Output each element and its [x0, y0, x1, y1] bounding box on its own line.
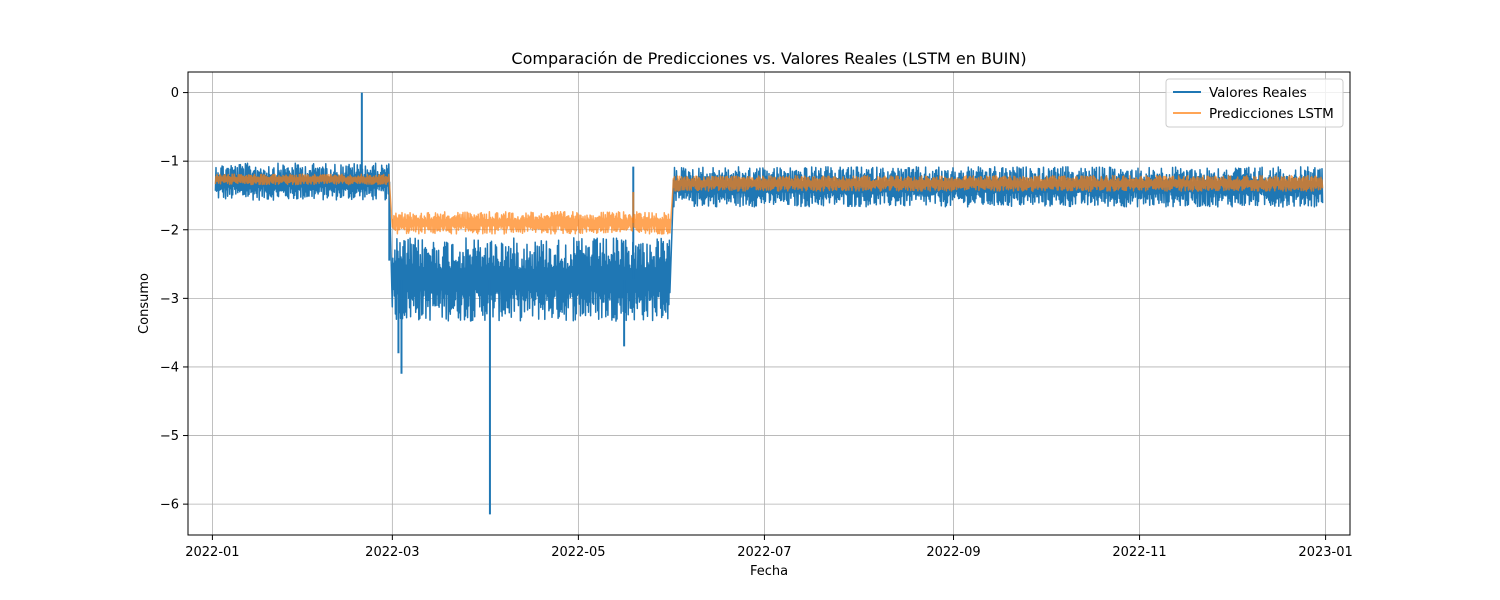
y-tick-label: 0 [171, 86, 179, 101]
legend-label-1: Predicciones LSTM [1209, 106, 1334, 122]
x-tick-label: 2022-03 [365, 545, 419, 560]
y-tick-label: −3 [160, 292, 179, 307]
y-axis-label: Consumo [137, 273, 152, 334]
axes-frame [187, 71, 1351, 536]
y-tick-label: −5 [160, 429, 179, 444]
y-tick-label: −2 [160, 223, 179, 238]
x-tick-label: 2023-01 [1298, 545, 1352, 560]
legend-label-0: Valores Reales [1209, 85, 1307, 101]
chart-title: Comparación de Predicciones vs. Valores … [511, 49, 1026, 68]
x-axis: 2022-01 2022-03 2022-05 2022-07 2022-09 2022-… [185, 535, 1353, 560]
y-tick-label: −4 [160, 360, 179, 375]
x-axis-label: Fecha [750, 564, 788, 579]
x-tick-label: 2022-01 [185, 545, 239, 560]
x-tick-label: 2022-05 [551, 545, 605, 560]
y-tick-label: −1 [160, 155, 179, 170]
x-tick-label: 2022-09 [926, 545, 980, 560]
x-tick-label: 2022-11 [1112, 545, 1166, 560]
y-axis: 0 −1 −2 −3 −4 −5 −6 [160, 86, 188, 513]
plot-area [214, 92, 1324, 515]
legend-box [1165, 78, 1344, 128]
y-tick-label: −6 [160, 498, 179, 513]
x-tick-label: 2022-07 [737, 545, 791, 560]
series-line-1 [214, 173, 1324, 235]
grid-lines [188, 72, 1350, 535]
legend: Valores Reales Predicciones LSTM [1165, 78, 1344, 128]
